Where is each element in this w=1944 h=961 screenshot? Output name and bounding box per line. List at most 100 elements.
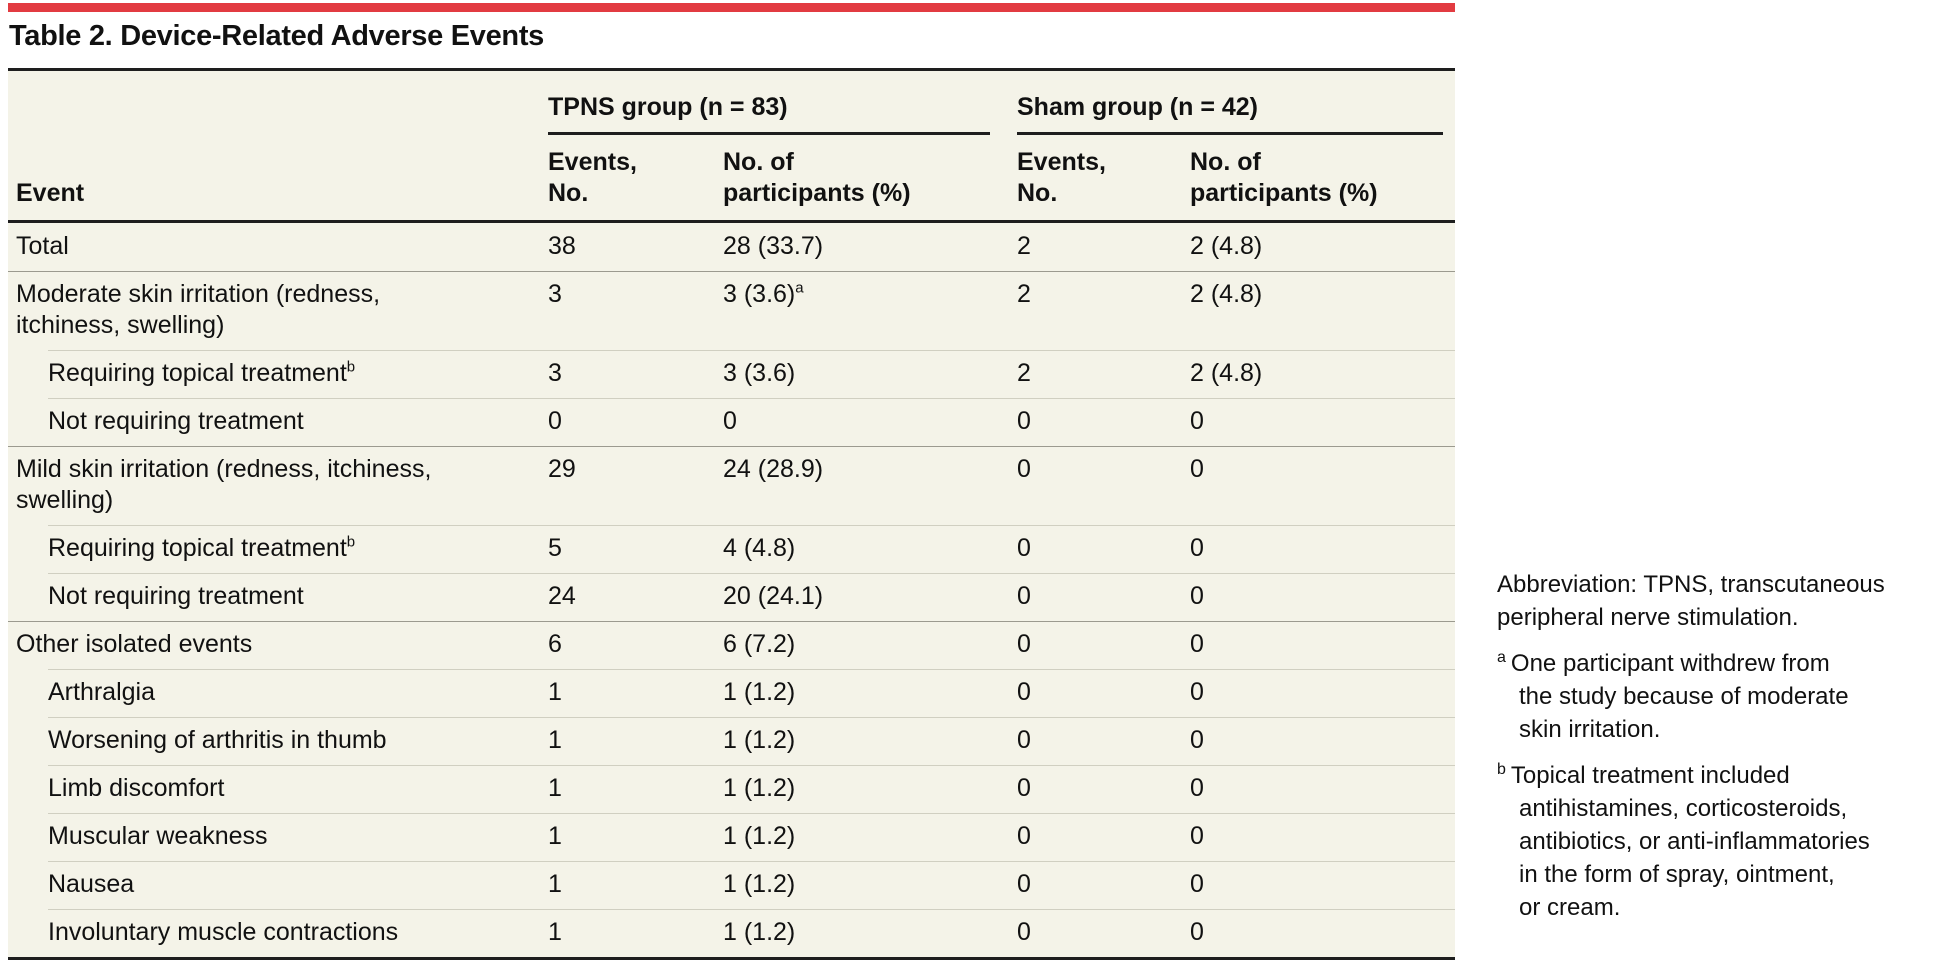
cell-sham-events-no: 0 [1017,678,1031,706]
row-divider [8,271,1455,272]
cell-sham-events-no: 0 [1017,726,1031,754]
table-row: Worsening of arthritis in thumb 1 1 (1.2) 0… [8,717,1455,765]
cell-sham-events-no: 0 [1017,534,1031,562]
cell-tpns-participants: 1 (1.2) [723,918,796,946]
cell-sham-participants: 2 (4.8) [1190,359,1263,387]
column-header-sham-events: Events, No. [1017,148,1106,207]
footnote-a-marker: a [1497,649,1506,666]
footnote-marker: a [795,279,804,297]
row-divider [8,621,1455,622]
cell-tpns-participants: 1 (1.2) [723,822,796,850]
footnotes: Abbreviation: TPNS, transcutaneous perip… [1497,568,1937,937]
cell-sham-participants: 0 [1190,407,1204,435]
footnote-b: b Topical treatment included antihistamin… [1497,759,1937,924]
cell-sham-participants: 0 [1190,774,1204,802]
cell-tpns-events-no: 1 [548,918,562,946]
event-label: Worsening of arthritis in thumb [48,726,387,754]
cell-tpns-events-no: 1 [548,726,562,754]
cell-sham-participants: 0 [1190,870,1204,898]
table-row: Other isolated events 6 6 (7.2) 0 0 [8,621,1455,669]
table-row: Mild skin irritation (redness, itchiness… [8,446,1455,525]
group-header-tpns-label: TPNS group (n = 83) [548,93,990,135]
cell-sham-events-no: 2 [1017,280,1031,308]
cell-tpns-participants: 1 (1.2) [723,726,796,754]
cell-sham-events-no: 0 [1017,582,1031,610]
table-row: Requiring topical treatmentb 3 3 (3.6) 2 2 (… [8,350,1455,398]
column-header-tpns-participants: No. of participants (%) [723,148,911,207]
cell-tpns-events-no: 3 [548,280,562,308]
cell-sham-events-no: 0 [1017,870,1031,898]
event-label: Involuntary muscle contractions [48,918,399,946]
cell-tpns-events-no: 0 [548,407,562,435]
cell-sham-participants: 2 (4.8) [1190,280,1263,308]
column-header-sham-participants: No. of participants (%) [1190,148,1378,207]
table-row: Requiring topical treatmentb 5 4 (4.8) 0 0 [8,525,1455,573]
event-label: Requiring topical treatmentb [48,533,356,562]
cell-sham-participants: 0 [1190,678,1204,706]
footnote-b-marker: b [1497,761,1506,778]
row-divider [48,765,1455,766]
table-row: Limb discomfort 1 1 (1.2) 0 0 [8,765,1455,813]
table-row: Moderate skin irritation (redness, itchi… [8,271,1455,350]
row-divider [8,446,1455,447]
row-divider [48,669,1455,670]
cell-tpns-participants: 1 (1.2) [723,678,796,706]
event-label: Other isolated events [16,630,253,658]
cell-sham-events-no: 2 [1017,232,1031,260]
cell-tpns-events-no: 6 [548,630,562,658]
cell-sham-participants: 0 [1190,918,1204,946]
cell-tpns-events-no: 1 [548,678,562,706]
row-divider [48,861,1455,862]
cell-sham-events-no: 0 [1017,630,1031,658]
abbreviation-note: Abbreviation: TPNS, transcutaneous perip… [1497,571,1885,631]
event-label: Limb discomfort [48,774,225,802]
cell-sham-events-no: 0 [1017,407,1031,435]
cell-tpns-participants: 1 (1.2) [723,870,796,898]
row-divider [48,573,1455,574]
cell-tpns-events-no: 3 [548,359,562,387]
row-divider [48,398,1455,399]
event-label: Nausea [48,870,135,898]
column-header-row: Event Events, No. No. of participants (%… [8,135,1455,223]
table-body: Total 38 28 (33.7) 2 2 (4.8) Moderate skin ir… [8,223,1455,957]
row-divider [48,717,1455,718]
table-row: Total 38 28 (33.7) 2 2 (4.8) [8,223,1455,271]
table-row: Not requiring treatment 0 0 0 0 [8,398,1455,446]
row-divider [48,525,1455,526]
footnote-b-text: Topical treatment included antihistamine… [1510,762,1870,921]
cell-sham-events-no: 0 [1017,822,1031,850]
column-header-event: Event [16,179,85,207]
event-label: Muscular weakness [48,822,268,850]
cell-sham-participants: 0 [1190,822,1204,850]
row-divider [48,350,1455,351]
table-title: Table 2. Device-Related Adverse Events [9,20,545,52]
footnote-a-text: One participant withdrew from the study … [1510,650,1849,743]
cell-tpns-participants: 6 (7.2) [723,630,796,658]
cell-tpns-events-no: 38 [548,232,576,260]
table-row: Not requiring treatment 24 20 (24.1) 0 0 [8,573,1455,621]
cell-tpns-participants: 28 (33.7) [723,232,824,260]
event-label: Requiring topical treatmentb [48,358,356,387]
group-header-sham: Sham group (n = 42) [1017,93,1455,135]
cell-sham-events-no: 0 [1017,455,1031,483]
cell-tpns-participants: 3 (3.6) [723,359,796,387]
event-label: Moderate skin irritation (redness, itchi… [16,280,381,339]
group-header-sham-label: Sham group (n = 42) [1017,93,1443,135]
table-row: Arthralgia 1 1 (1.2) 0 0 [8,669,1455,717]
cell-sham-participants: 0 [1190,455,1204,483]
cell-sham-events-no: 2 [1017,359,1031,387]
cell-tpns-events-no: 29 [548,455,576,483]
event-label: Arthralgia [48,678,155,706]
cell-tpns-events-no: 1 [548,870,562,898]
cell-sham-participants: 0 [1190,582,1204,610]
cell-tpns-events-no: 5 [548,534,562,562]
cell-sham-participants: 0 [1190,726,1204,754]
group-header-spacer [8,93,548,135]
footnote-marker: b [346,358,356,376]
cell-sham-participants: 0 [1190,630,1204,658]
event-label: Not requiring treatment [48,582,304,610]
cell-tpns-participants: 3 (3.6)a [723,279,804,308]
table-row: Muscular weakness 1 1 (1.2) 0 0 [8,813,1455,861]
cell-sham-participants: 0 [1190,534,1204,562]
